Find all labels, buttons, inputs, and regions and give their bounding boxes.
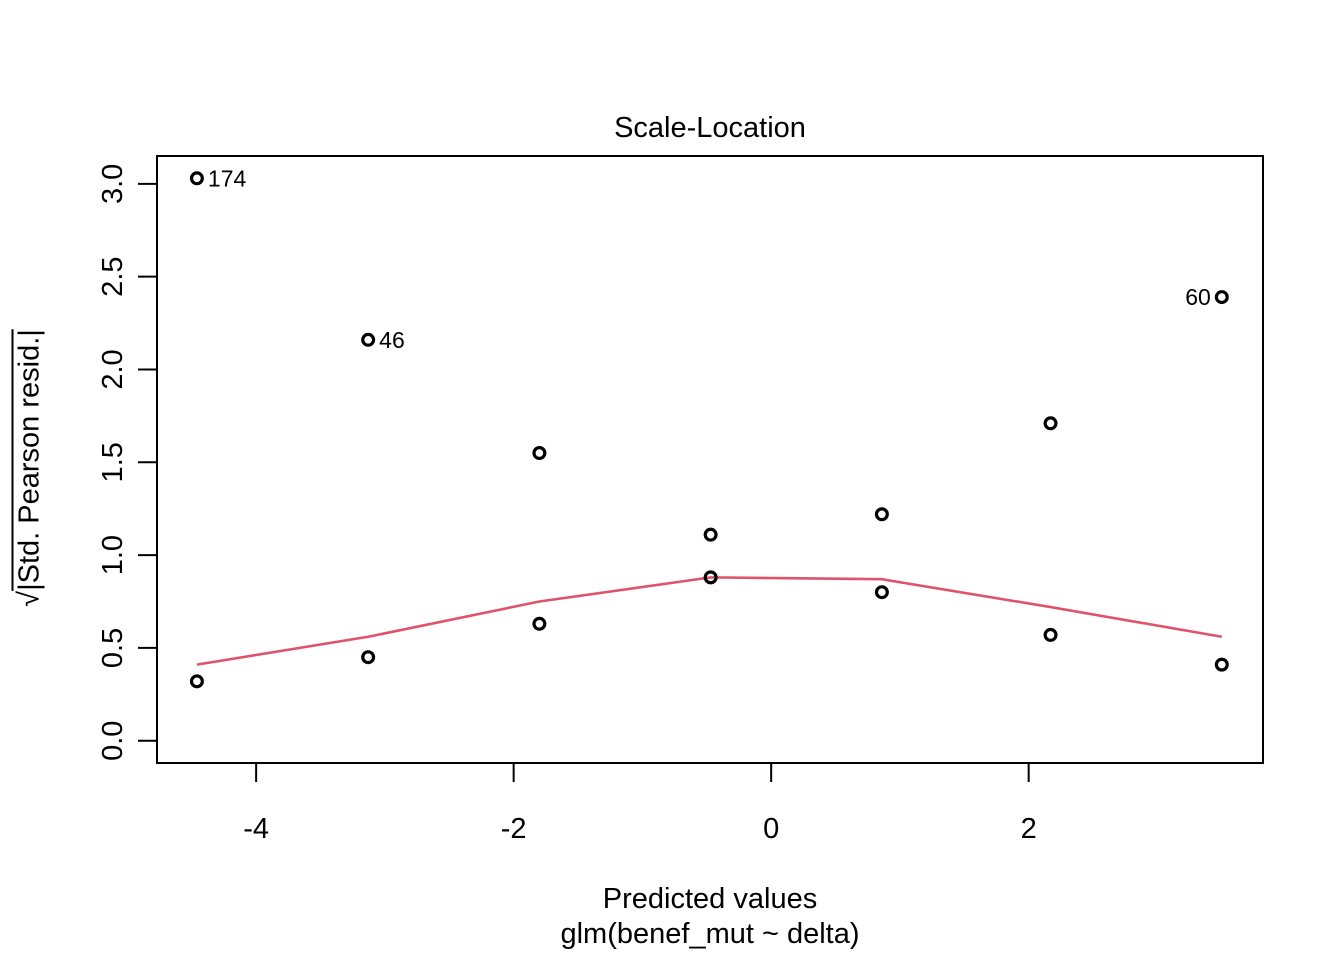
- chart-title: Scale-Location: [614, 112, 806, 144]
- x-tick-label: -2: [501, 813, 527, 845]
- plot-box: [156, 155, 1264, 764]
- x-axis-label: Predicted values: [602, 883, 818, 915]
- point-id-label: 60: [1185, 284, 1211, 310]
- y-tick-label: 0.5: [97, 628, 129, 668]
- data-point: [361, 650, 376, 665]
- data-point: [189, 674, 204, 689]
- data-point: [1214, 657, 1229, 672]
- data-point: [1214, 290, 1229, 305]
- data-point: [1043, 416, 1058, 431]
- x-tick-label: 0: [763, 813, 779, 845]
- sqrt-radical-glyph: √: [13, 590, 46, 607]
- data-point: [703, 570, 718, 585]
- y-axis-label: √|Std. Pearson resid.|: [14, 329, 47, 607]
- data-point: [874, 507, 889, 522]
- x-tick-label: 2: [1021, 813, 1037, 845]
- smooth-line: [196, 576, 1223, 666]
- data-point: [703, 527, 718, 542]
- model-caption: glm(benef_mut ~ delta): [560, 918, 860, 950]
- data-point: [361, 332, 376, 347]
- y-tick-label: 2.5: [97, 256, 129, 296]
- data-point: [874, 585, 889, 600]
- data-point: [189, 171, 204, 186]
- data-point: [1043, 627, 1058, 642]
- point-id-label: 46: [379, 327, 405, 353]
- y-tick-label: 1.0: [97, 535, 129, 575]
- y-tick-label: 1.5: [97, 442, 129, 482]
- data-point: [532, 446, 547, 461]
- y-tick-label: 2.0: [97, 349, 129, 389]
- x-tick-label: -4: [243, 813, 269, 845]
- data-point: [532, 616, 547, 631]
- y-axis-label-text: |Std. Pearson resid.|: [13, 329, 46, 591]
- y-tick-label: 0.0: [97, 721, 129, 761]
- point-id-label: 174: [208, 165, 247, 191]
- y-tick-label: 3.0: [97, 164, 129, 204]
